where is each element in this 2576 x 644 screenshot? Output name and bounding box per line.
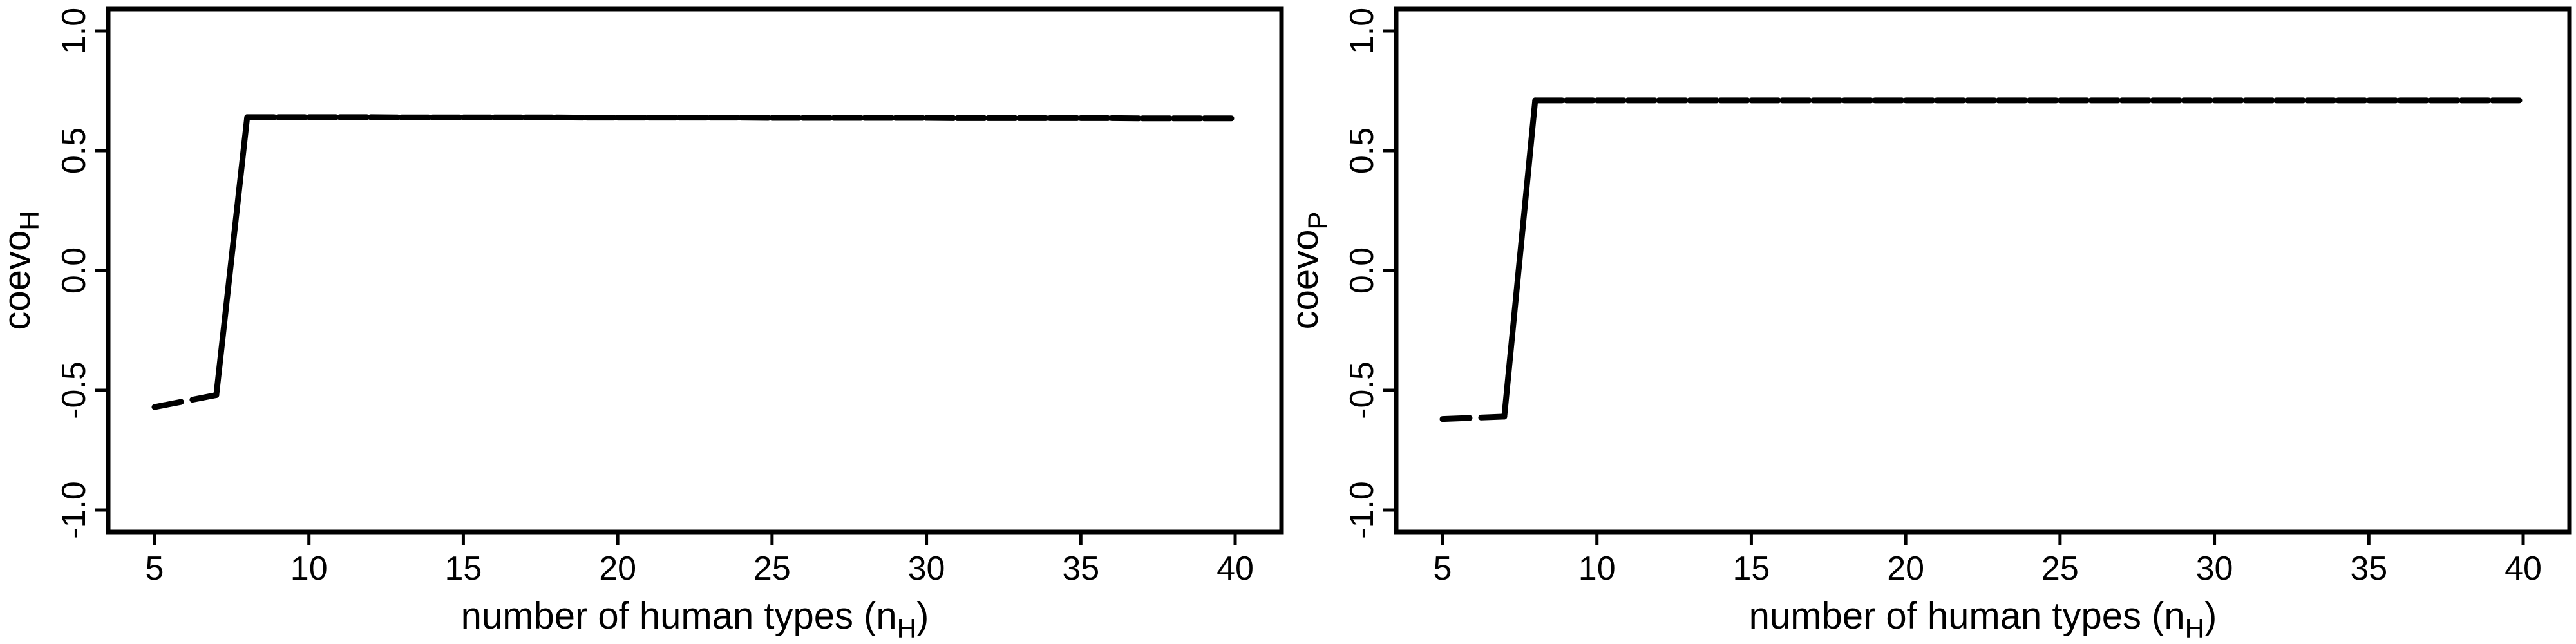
x-axis-title: number of human types (nH) [461, 595, 929, 643]
x-tick-label: 20 [1887, 550, 1924, 587]
x-tick-label: 20 [599, 550, 636, 587]
y-tick-label: 1.0 [55, 8, 93, 54]
x-tick-label: 10 [290, 550, 328, 587]
x-tick-label: 5 [1434, 550, 1452, 587]
plot-frame [106, 6, 1284, 535]
x-tick-label: 30 [2196, 550, 2233, 587]
x-tick-label: 35 [1062, 550, 1099, 587]
y-tick-label: 1.0 [1343, 8, 1381, 54]
y-tick-label: -0.5 [55, 361, 93, 419]
line-segment [213, 114, 251, 398]
y-axis-title: coevoH [0, 211, 44, 330]
y-axis-title: coevoP [1284, 212, 1332, 330]
x-tick-label: 40 [2505, 550, 2542, 587]
y-tick-label: -0.5 [1343, 361, 1381, 419]
y-tick-label: 0.0 [1343, 247, 1381, 294]
x-tick-label: 5 [146, 550, 164, 587]
series-line [1439, 97, 2526, 422]
line-segment [1501, 97, 1539, 420]
y-tick-label: 0.0 [55, 247, 93, 294]
x-tick-label: 25 [2041, 550, 2079, 587]
x-tick-label: 15 [445, 550, 482, 587]
plot-frame [1394, 6, 2572, 535]
x-tick-label: 40 [1217, 550, 1254, 587]
line-segment [1439, 413, 1508, 422]
y-tick-label: 0.5 [55, 128, 93, 174]
x-tick-label: 25 [753, 550, 791, 587]
y-tick-label: -1.0 [55, 481, 93, 539]
chart-panel-1: 5 10 15 20 25 30 35 40 -1.0 -0.5 0.0 0.5 1.0 number o… [0, 6, 1284, 643]
series-line [151, 114, 1238, 410]
y-tick-label: 0.5 [1343, 128, 1381, 174]
x-axis-title: number of human types (nH) [1749, 595, 2217, 643]
x-tick-label: 35 [2350, 550, 2387, 587]
x-tick-label: 10 [1578, 550, 1616, 587]
chart-panel-2: 5 10 15 20 25 30 35 40 -1.0 -0.5 0.0 0.5 1.0 number o… [1284, 6, 2572, 643]
y-tick-label: -1.0 [1343, 481, 1381, 539]
line-segment [151, 392, 220, 410]
x-tick-label: 30 [908, 550, 945, 587]
x-tick-label: 15 [1733, 550, 1770, 587]
